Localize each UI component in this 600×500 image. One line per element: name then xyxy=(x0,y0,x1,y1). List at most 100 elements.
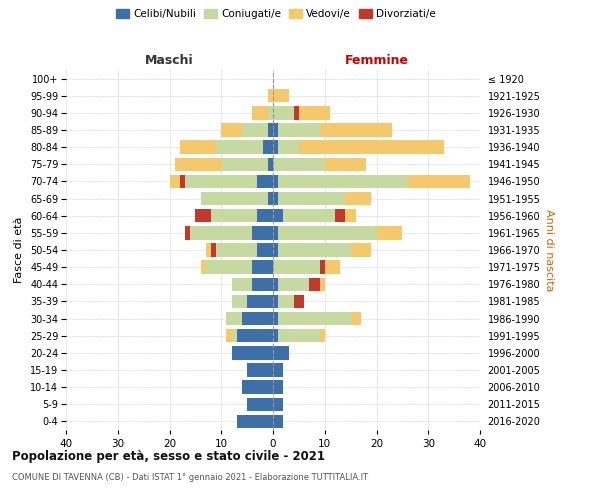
Bar xyxy=(273,226,278,239)
Bar xyxy=(268,124,273,136)
Bar xyxy=(190,226,253,239)
Bar xyxy=(216,140,263,154)
Bar xyxy=(273,158,325,171)
Bar xyxy=(325,158,366,171)
Legend: Celibi/Nubili, Coniugati/e, Vedovi/e, Divorziati/e: Celibi/Nubili, Coniugati/e, Vedovi/e, Di… xyxy=(112,5,440,24)
Bar xyxy=(268,106,273,120)
Bar xyxy=(247,398,273,411)
Bar xyxy=(278,124,320,136)
Bar xyxy=(257,244,273,256)
Bar xyxy=(257,209,273,222)
Bar xyxy=(226,329,232,342)
Bar xyxy=(320,124,392,136)
Bar xyxy=(273,278,278,291)
Bar xyxy=(294,294,304,308)
Bar xyxy=(185,226,190,239)
Bar xyxy=(377,226,403,239)
Y-axis label: Anni di nascita: Anni di nascita xyxy=(544,209,554,291)
Bar xyxy=(273,140,278,154)
Bar xyxy=(221,124,242,136)
Bar xyxy=(253,226,273,239)
Bar xyxy=(268,89,273,102)
Text: COMUNE DI TAVENNA (CB) - Dati ISTAT 1° gennaio 2021 - Elaborazione TUTTITALIA.IT: COMUNE DI TAVENNA (CB) - Dati ISTAT 1° g… xyxy=(12,472,368,482)
Bar xyxy=(273,89,289,102)
Bar xyxy=(273,312,278,326)
Bar xyxy=(247,294,273,308)
Bar xyxy=(226,312,242,326)
Bar xyxy=(273,329,278,342)
Bar xyxy=(242,380,273,394)
Bar xyxy=(273,346,289,360)
Bar xyxy=(221,158,268,171)
Bar xyxy=(232,329,237,342)
Bar xyxy=(180,140,216,154)
Bar xyxy=(283,209,335,222)
Bar xyxy=(346,192,371,205)
Bar xyxy=(278,329,320,342)
Bar xyxy=(263,140,273,154)
Bar xyxy=(273,244,278,256)
Bar xyxy=(350,244,371,256)
Bar xyxy=(278,244,350,256)
Bar xyxy=(278,192,346,205)
Text: Popolazione per età, sesso e stato civile - 2021: Popolazione per età, sesso e stato civil… xyxy=(12,450,325,463)
Y-axis label: Fasce di età: Fasce di età xyxy=(14,217,25,283)
Bar xyxy=(242,124,268,136)
Bar xyxy=(247,364,273,376)
Bar xyxy=(320,260,325,274)
Bar xyxy=(320,329,325,342)
Bar xyxy=(211,209,257,222)
Bar xyxy=(273,398,283,411)
Bar xyxy=(278,278,309,291)
Bar xyxy=(278,294,294,308)
Bar xyxy=(299,106,330,120)
Bar xyxy=(180,174,185,188)
Bar xyxy=(294,106,299,120)
Bar xyxy=(185,174,257,188)
Bar xyxy=(273,124,278,136)
Bar xyxy=(309,278,320,291)
Bar xyxy=(242,312,273,326)
Text: Maschi: Maschi xyxy=(145,54,194,68)
Bar xyxy=(170,174,180,188)
Bar xyxy=(278,312,350,326)
Bar xyxy=(407,174,470,188)
Bar xyxy=(346,209,356,222)
Bar xyxy=(237,329,273,342)
Bar xyxy=(335,209,346,222)
Bar xyxy=(232,294,247,308)
Bar xyxy=(216,244,257,256)
Bar xyxy=(200,192,268,205)
Bar xyxy=(273,209,283,222)
Bar xyxy=(211,244,216,256)
Bar xyxy=(273,414,283,428)
Bar xyxy=(257,174,273,188)
Bar xyxy=(278,226,377,239)
Bar xyxy=(273,192,278,205)
Bar xyxy=(253,260,273,274)
Bar xyxy=(268,158,273,171)
Bar xyxy=(273,380,283,394)
Bar xyxy=(320,278,325,291)
Bar xyxy=(237,414,273,428)
Bar xyxy=(232,346,273,360)
Bar xyxy=(299,140,444,154)
Bar xyxy=(206,260,253,274)
Bar xyxy=(175,158,221,171)
Bar xyxy=(273,260,320,274)
Bar xyxy=(273,294,278,308)
Bar xyxy=(196,209,211,222)
Text: Femmine: Femmine xyxy=(344,54,409,68)
Bar xyxy=(253,278,273,291)
Bar xyxy=(273,106,294,120)
Bar xyxy=(350,312,361,326)
Bar xyxy=(273,174,278,188)
Bar xyxy=(206,244,211,256)
Bar xyxy=(278,174,407,188)
Bar xyxy=(273,364,283,376)
Bar xyxy=(268,192,273,205)
Bar xyxy=(252,106,268,120)
Bar xyxy=(325,260,340,274)
Bar xyxy=(200,260,206,274)
Bar xyxy=(278,140,299,154)
